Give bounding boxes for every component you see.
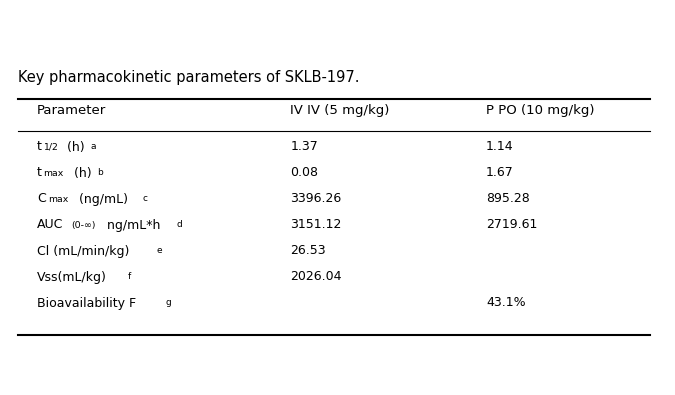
Text: 3396.26: 3396.26	[290, 192, 342, 205]
Text: 1/2: 1/2	[43, 143, 58, 152]
Text: (h): (h)	[63, 141, 84, 154]
Text: 26.53: 26.53	[290, 245, 326, 258]
Text: Bioavailability F: Bioavailability F	[37, 297, 136, 310]
Text: Cl (mL/min/kg): Cl (mL/min/kg)	[37, 245, 130, 258]
Text: 895.28: 895.28	[486, 192, 530, 205]
Text: C: C	[37, 192, 46, 205]
Text: IV IV (5 mg/kg): IV IV (5 mg/kg)	[290, 104, 389, 117]
Text: max: max	[43, 169, 63, 178]
Text: Key pharmacokinetic parameters of SKLB-197.: Key pharmacokinetic parameters of SKLB-1…	[18, 70, 360, 85]
Text: ng/mL*h: ng/mL*h	[103, 218, 160, 231]
Text: 1.14: 1.14	[486, 141, 514, 154]
Text: 43.1%: 43.1%	[486, 297, 526, 310]
Text: (h): (h)	[70, 167, 91, 179]
Text: a: a	[90, 142, 96, 151]
Text: 2026.04: 2026.04	[290, 271, 342, 284]
Text: 1.37: 1.37	[290, 141, 318, 154]
Text: 0.08: 0.08	[290, 167, 318, 179]
Text: Vss(mL/kg): Vss(mL/kg)	[37, 271, 107, 284]
Text: P PO (10 mg/kg): P PO (10 mg/kg)	[486, 104, 595, 117]
Text: d: d	[177, 220, 182, 229]
Text: 2719.61: 2719.61	[486, 218, 537, 231]
Text: AUC: AUC	[37, 218, 63, 231]
Text: e: e	[157, 246, 162, 255]
Text: b: b	[97, 168, 103, 177]
Text: max: max	[49, 195, 69, 204]
Text: t: t	[37, 167, 42, 179]
Text: c: c	[143, 194, 148, 203]
Text: 1.67: 1.67	[486, 167, 514, 179]
Text: (0-∞): (0-∞)	[71, 221, 96, 230]
Text: 3151.12: 3151.12	[290, 218, 342, 231]
Text: f: f	[128, 272, 130, 281]
Text: (ng/mL): (ng/mL)	[74, 192, 128, 205]
Text: g: g	[165, 298, 171, 307]
Text: t: t	[37, 141, 42, 154]
Text: Parameter: Parameter	[37, 104, 107, 117]
